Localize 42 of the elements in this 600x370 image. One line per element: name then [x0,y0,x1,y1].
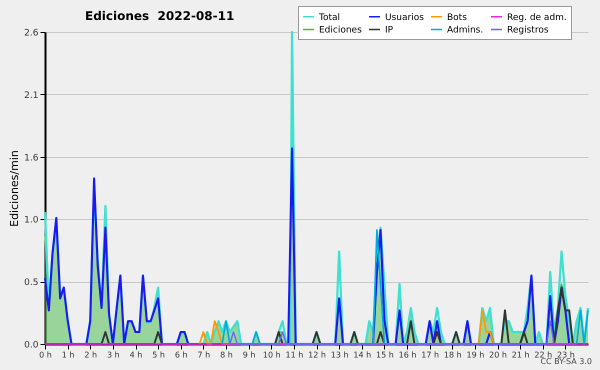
y-axis-title: Ediciones/min [8,150,22,227]
x-tick-label: 14 h [353,350,372,360]
x-tick-label: 7 h [198,350,210,360]
y-tick-label: 0.0 [24,340,39,350]
line-series [221,229,589,345]
x-tick-label: 17 h [421,350,440,360]
y-tick-label: 2.6 [24,28,39,38]
y-tick-label: 2.1 [24,90,38,101]
x-tick-label: 16 h [398,350,416,360]
x-tick-label: 18 h [444,350,462,360]
chart-title: Ediciones 2022-08-11 [85,9,234,23]
x-tick-label: 23 h [556,350,575,360]
x-tick-label: 19 h [466,350,484,360]
y-tick-label: 0.5 [24,278,38,288]
x-tick-label: 20 h [489,350,507,360]
text: CC BY-SA 3.0 [540,357,592,366]
x-tick-label: 0 h [39,350,52,360]
x-tick-label: 10 h [262,350,281,360]
x-tick-label: 3 h [107,350,120,360]
x-tick-label: 9 h [242,350,256,360]
x-tick-label: 5 h [152,350,165,360]
y-tick-label: 1.6 [24,153,39,164]
legend-label: Admins. [447,26,484,36]
legend-label: Reg. de adm. [507,12,567,23]
legend-label: Bots [447,12,468,23]
x-tick-label: 12 h [308,350,326,360]
x-tick-label: 2 h [84,350,98,360]
legend-label: Usuarios [385,12,424,23]
x-tick-label: 8 h [220,350,233,360]
x-tick-label: 15 h [376,350,394,360]
legend-label: Registros [507,26,549,36]
x-tick-label: 21 h [512,350,530,360]
x-tick-label: 11 h [285,350,304,360]
y-tick-label: 1.0 [24,216,39,226]
legend-label: Ediciones [319,26,362,36]
x-tick-label: 1 h [62,350,74,360]
legend-label: Total [318,12,340,23]
x-tick-label: 22 h [534,350,552,360]
x-tick-label: 13 h [330,350,349,360]
x-tick-label: 6 h [174,350,188,360]
legend-label: IP [385,26,394,36]
x-tick-label: 4 h [130,350,142,360]
